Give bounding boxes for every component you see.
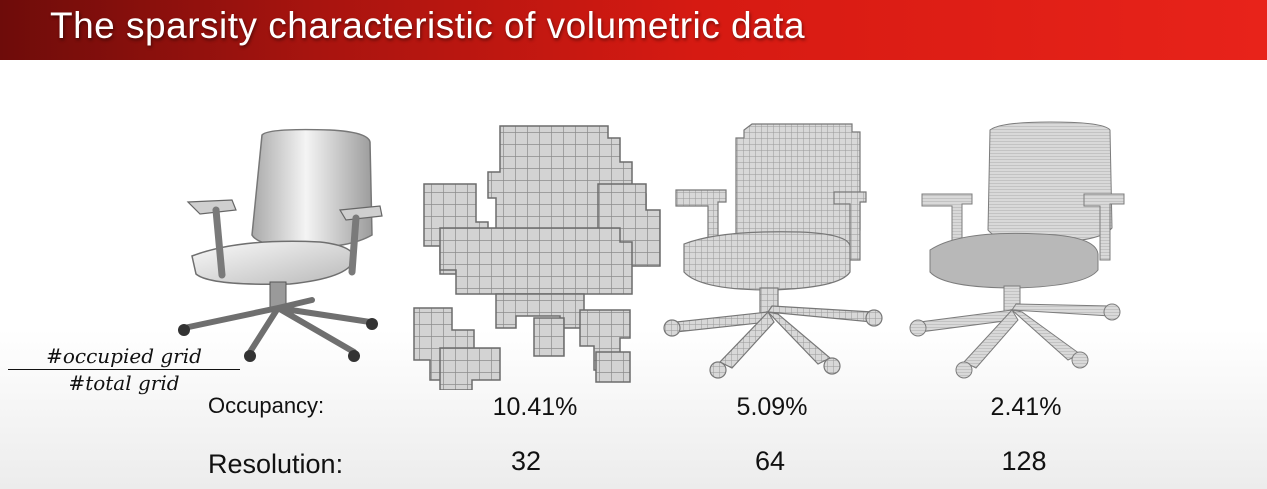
occupancy-value-64: 5.09% [736,393,808,421]
occupancy-value-32: 10.41% [492,393,578,421]
formula-numerator: #occupied grid [8,344,240,370]
resolution-value-32: 32 [510,446,542,476]
title-bar: The sparsity characteristic of volumetri… [0,0,1267,60]
bottom-gradient [0,330,1267,489]
resolution-label: Resolution: [208,449,344,479]
resolution-value-128: 128 [1001,446,1047,476]
formula-denominator: #total grid [68,371,180,395]
voxel-chair-res-128-image [909,121,1125,379]
chairs-figure [178,121,1125,390]
voxel-chair-res-32-image [413,125,661,390]
occupancy-value-128: 2.41% [990,393,1062,421]
occupancy-formula: #occupied grid #total grid [8,344,240,395]
occupancy-label: Occupancy: [208,393,325,418]
voxel-chair-res-64-image [663,123,883,379]
office-chair-mesh-image [178,128,383,362]
resolution-value-64: 64 [754,446,786,476]
slide-title: The sparsity characteristic of volumetri… [50,5,806,46]
